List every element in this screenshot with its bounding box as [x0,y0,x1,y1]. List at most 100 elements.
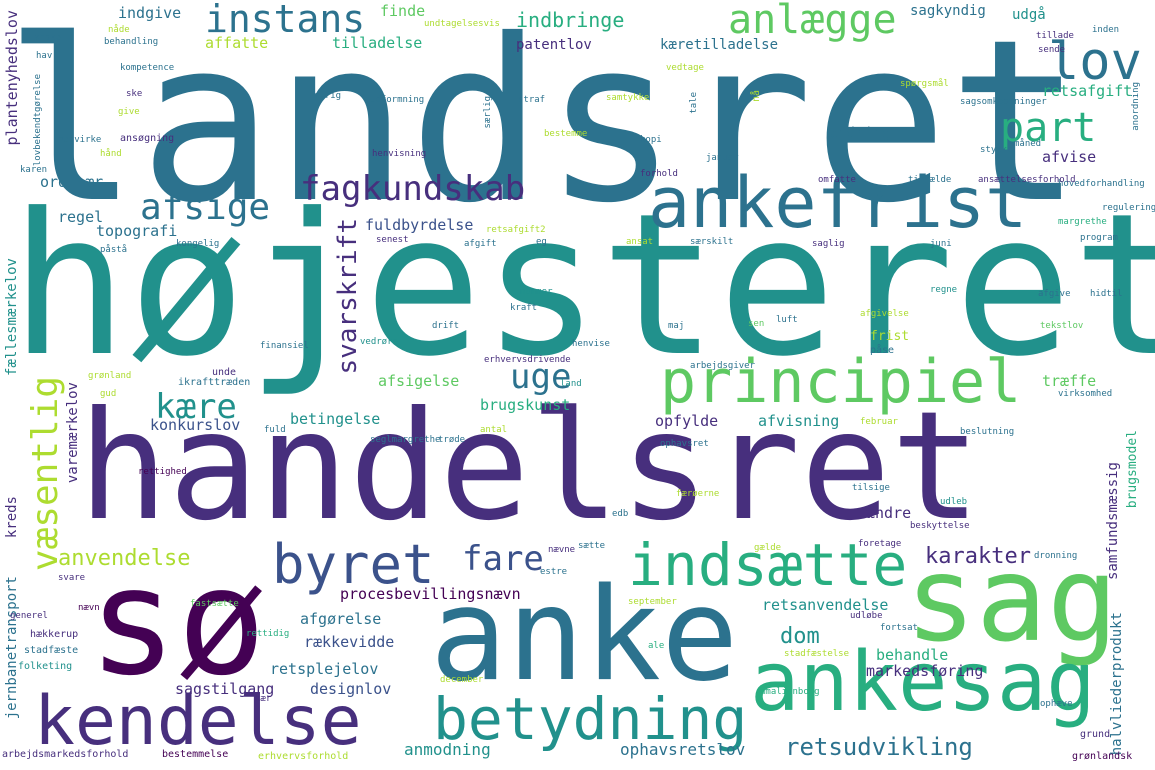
word-topografi: topografi [96,222,178,240]
word-indbringe: indbringe [516,8,625,32]
word-patentlov: patentlov [516,37,592,53]
word-trode: seglmargrethe [370,435,441,445]
word-tiltraede: samtykke [606,93,650,103]
word-vitterlig: tillade [1036,31,1074,41]
word-markedsforing: markedsføring [866,662,984,680]
word-kompetence: bestemme [544,129,588,139]
word-retsudvikling: retsudvikling [785,733,973,761]
word-anlaegge: anlægge [728,0,897,43]
word-aendre: ændre [866,504,912,522]
word-fagkundskab: fagkundskab [300,169,526,209]
word-behandling: særlig [483,96,493,129]
word-kopi: tilfælde [908,175,952,185]
word-regel: regel [58,208,104,226]
word-behandle: behandle [876,646,949,664]
word-ikrafttraeden: unde [212,367,237,378]
word-amalienborg: amalienborg [760,687,820,697]
word-fuldbyrdelse: fuldbyrdelse [365,216,474,234]
word-kendelse: kendelse [34,682,362,761]
word-saette: gælde [754,543,782,553]
word-ophavsret: antal [480,425,508,435]
word-udga: udgå [1012,7,1046,23]
word-naade: straf [518,95,546,105]
word-rettighed: virksomhed [1058,389,1113,399]
word-afsigelse: afsigelse [378,372,460,390]
word-naa: medvirke [58,135,102,145]
word-sende: spørgsmål [900,79,949,89]
word-instans: instans [205,0,366,41]
word-tilsige: færøerne [676,489,720,499]
word-karakter: karakter [925,544,1031,569]
word-sen: maj [668,321,685,331]
word-plantenyhedslov: plantenyhedslov [3,10,21,146]
word-svarskrift: svarskrift [333,218,363,375]
word-nummer: kraft [510,303,538,313]
word-raekkevidde: rækkevidde [304,633,395,651]
word-regulering: eg [536,237,547,247]
word-landsret: landsret [4,0,1083,252]
word-bestemme: omfatte [818,175,856,185]
word-tilladelse: tilladelse [332,34,423,52]
word-henvise: land [560,379,582,389]
word-kaer: kær [255,694,272,704]
word-drift: nummer [520,287,553,297]
word-seglmargrethe: fuld [264,425,286,435]
word-sporgsmaal: hånd [100,149,122,159]
word-saerskilt: påstå [100,245,128,255]
word-ophavsretslov: ophavsretslov [620,740,746,759]
word-folketing: folketing [18,661,73,672]
word-juni: senest [376,235,409,245]
word-estre: edb [612,509,629,519]
word-gud: grønland [88,371,132,381]
word-betingelse: betingelse [290,410,381,428]
word-afgift: svare [58,573,86,583]
word-retsafgift: retsafgift [1042,82,1133,100]
word-sagstilgang: sagstilgang [175,680,275,698]
word-dom: dom [780,624,820,649]
word-kaeretilladelse: kæretilladelse [660,37,779,53]
word-afgorelse: afgørelse [300,610,382,628]
word-indsaette: indsætte [628,531,908,599]
word-beskyttelse: udleb [940,497,968,507]
word-sag: sag [905,530,1119,668]
word-fortsaette: undtagelsesvis [424,19,500,29]
word-fortsat: fortsat [880,623,918,633]
word-udleb: tilsige [852,483,890,493]
word-ansaettelsesforhold: saglig [812,239,845,249]
word-arbejdsmarkedsforhold: arbejdsmarkedsforhold [2,749,129,760]
word-anvendelse: anvendelse [58,546,191,571]
word-afgive: hidtil [1090,289,1123,299]
word-sagsomkostninger: karen [20,165,48,175]
word-ordinaer: ordinær [40,173,104,191]
word-naevne: sætte [578,541,606,551]
word-regne: afgive [1038,289,1071,299]
word-lovbekendtgorelse: ske [126,89,143,99]
word-afvise: afvise [1042,148,1097,166]
word-unde: henvise [572,339,610,349]
word-kaere: kære [155,387,237,427]
word-halvliederprodukt: halvliederprodukt [1109,612,1125,756]
word-naevn: nævn [78,603,100,613]
word-udlobe: udløbe [850,611,883,621]
word-hav: øvrig [314,91,342,101]
word-anke: anke [430,561,739,710]
word-maj: regne [930,285,958,295]
word-anordning: henvisning [372,149,427,159]
word-margrethe: ansat [626,237,654,247]
word-ale: ale [648,641,665,651]
word-beslutning: februar [860,417,898,427]
word-retsanvendelse: retsanvendelse [762,596,889,614]
word-so: sø [88,536,267,708]
word-december: december [440,675,484,685]
word-stadfaeste: stadfæste [24,645,79,656]
word-ankesag: ankesag [750,635,1096,730]
word-samtykke: give [118,107,140,117]
word-ankefrist: ankefrist [648,162,1028,244]
word-varemaerkelov: varemærkelov [65,382,81,484]
word-sagkyndig: sagkyndig [910,3,986,19]
word-forhold: ansættelsesforhold [978,175,1076,185]
word-finde: finde [380,2,426,20]
word-vedtage: anordning [1131,82,1141,131]
word-pase: frist [870,329,910,344]
